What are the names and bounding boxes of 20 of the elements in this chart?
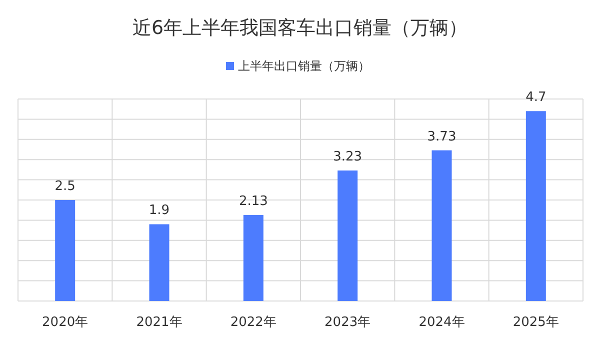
bar	[338, 170, 358, 301]
x-tick-label: 2025年	[512, 315, 559, 330]
x-tick-label: 2020年	[42, 315, 88, 330]
x-tick-label: 2021年	[136, 315, 182, 330]
bar	[432, 150, 452, 301]
legend-label: 上半年出口销量（万辆）	[238, 59, 370, 73]
data-label: 3.73	[427, 129, 456, 144]
x-tick-label: 2022年	[230, 315, 276, 330]
data-label: 4.7	[526, 90, 546, 106]
x-tick-label: 2024年	[418, 315, 465, 330]
data-label: 1.9	[148, 203, 170, 218]
bar	[526, 111, 546, 301]
data-label: 2.5	[54, 179, 76, 194]
bar	[149, 224, 170, 301]
bar	[55, 200, 76, 301]
x-tick-label: 2023年	[324, 315, 371, 330]
data-label: 3.23	[333, 150, 362, 165]
bar	[243, 214, 264, 301]
data-label: 2.13	[238, 194, 268, 209]
chart-title: 近6年上半年我国客车出口销量（万辆）	[132, 17, 468, 39]
